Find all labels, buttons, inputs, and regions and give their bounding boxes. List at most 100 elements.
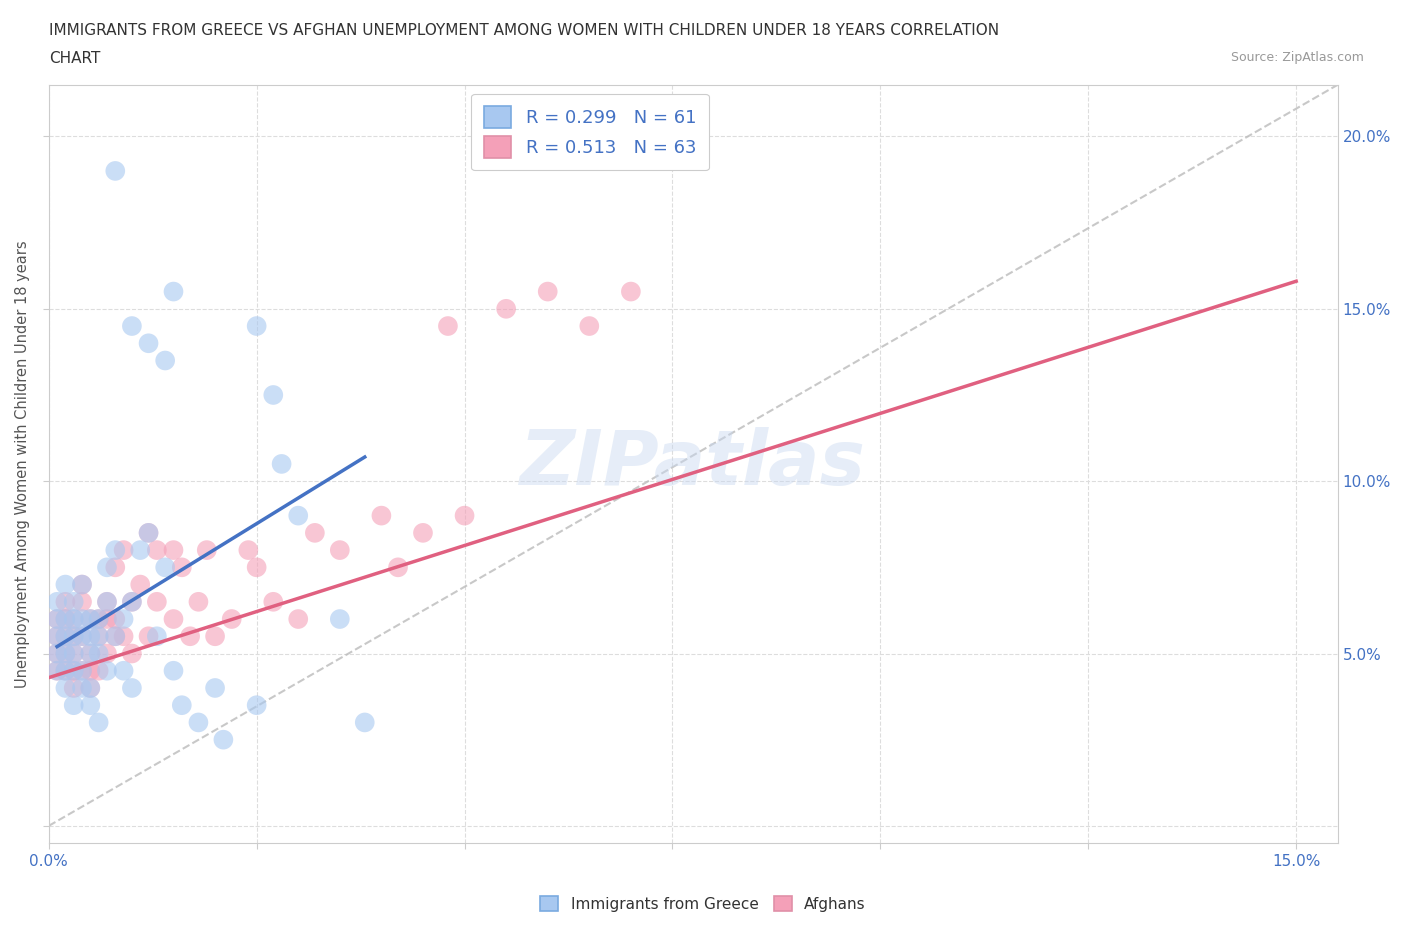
Point xyxy=(55,612,77,627)
Point xyxy=(121,594,143,609)
Point xyxy=(304,525,326,540)
Point xyxy=(437,319,460,334)
Point xyxy=(79,681,101,696)
Point xyxy=(87,629,110,644)
Point xyxy=(246,319,269,334)
Point xyxy=(121,319,143,334)
Point xyxy=(121,646,143,661)
Point xyxy=(162,663,184,678)
Point xyxy=(112,629,135,644)
Point xyxy=(112,663,135,678)
Point xyxy=(70,578,93,592)
Legend: Immigrants from Greece, Afghans: Immigrants from Greece, Afghans xyxy=(534,889,872,918)
Point xyxy=(537,285,560,299)
Point xyxy=(70,629,93,644)
Point xyxy=(55,629,77,644)
Point xyxy=(46,646,69,661)
Point xyxy=(104,629,127,644)
Point xyxy=(96,646,118,661)
Point xyxy=(79,612,101,627)
Point xyxy=(329,612,352,627)
Point xyxy=(221,612,243,627)
Point xyxy=(70,612,93,627)
Point xyxy=(162,612,184,627)
Point xyxy=(87,663,110,678)
Point xyxy=(162,542,184,557)
Point xyxy=(87,612,110,627)
Point xyxy=(121,594,143,609)
Point xyxy=(79,681,101,696)
Point xyxy=(204,629,226,644)
Point xyxy=(121,681,143,696)
Point xyxy=(138,525,160,540)
Point xyxy=(146,542,169,557)
Text: CHART: CHART xyxy=(49,51,101,66)
Point xyxy=(112,612,135,627)
Y-axis label: Unemployment Among Women with Children Under 18 years: Unemployment Among Women with Children U… xyxy=(15,240,30,687)
Legend: R = 0.299   N = 61, R = 0.513   N = 63: R = 0.299 N = 61, R = 0.513 N = 63 xyxy=(471,94,709,170)
Point xyxy=(620,285,643,299)
Point xyxy=(79,698,101,712)
Point xyxy=(70,663,93,678)
Point xyxy=(70,594,93,609)
Point xyxy=(62,629,84,644)
Point xyxy=(104,560,127,575)
Point xyxy=(46,663,69,678)
Point xyxy=(46,629,69,644)
Point xyxy=(79,612,101,627)
Point xyxy=(62,646,84,661)
Point xyxy=(55,578,77,592)
Point xyxy=(495,301,517,316)
Point xyxy=(62,663,84,678)
Point xyxy=(353,715,375,730)
Point xyxy=(55,629,77,644)
Point xyxy=(212,732,235,747)
Text: IMMIGRANTS FROM GREECE VS AFGHAN UNEMPLOYMENT AMONG WOMEN WITH CHILDREN UNDER 18: IMMIGRANTS FROM GREECE VS AFGHAN UNEMPLO… xyxy=(49,23,1000,38)
Point xyxy=(262,594,284,609)
Point xyxy=(55,646,77,661)
Point xyxy=(179,629,201,644)
Point xyxy=(270,457,292,472)
Point xyxy=(153,560,176,575)
Point xyxy=(46,663,69,678)
Point xyxy=(46,646,69,661)
Point xyxy=(238,542,260,557)
Point xyxy=(246,560,269,575)
Point xyxy=(412,525,434,540)
Point xyxy=(104,542,127,557)
Point xyxy=(96,612,118,627)
Point xyxy=(146,594,169,609)
Text: Source: ZipAtlas.com: Source: ZipAtlas.com xyxy=(1230,51,1364,64)
Point xyxy=(187,594,209,609)
Point xyxy=(87,612,110,627)
Point xyxy=(55,681,77,696)
Point xyxy=(46,612,69,627)
Point xyxy=(138,336,160,351)
Point xyxy=(96,560,118,575)
Point xyxy=(62,698,84,712)
Point xyxy=(46,594,69,609)
Point xyxy=(138,525,160,540)
Point xyxy=(70,629,93,644)
Point xyxy=(153,353,176,368)
Point xyxy=(79,629,101,644)
Point xyxy=(329,542,352,557)
Point xyxy=(370,508,392,523)
Point xyxy=(129,542,152,557)
Point xyxy=(138,629,160,644)
Point xyxy=(170,698,193,712)
Point xyxy=(79,663,101,678)
Point xyxy=(96,594,118,609)
Point xyxy=(170,560,193,575)
Point xyxy=(79,646,101,661)
Point xyxy=(187,715,209,730)
Point xyxy=(46,612,69,627)
Point xyxy=(62,594,84,609)
Point xyxy=(246,698,269,712)
Point xyxy=(262,388,284,403)
Point xyxy=(55,594,77,609)
Point xyxy=(55,663,77,678)
Point xyxy=(96,594,118,609)
Point xyxy=(129,578,152,592)
Point xyxy=(287,612,309,627)
